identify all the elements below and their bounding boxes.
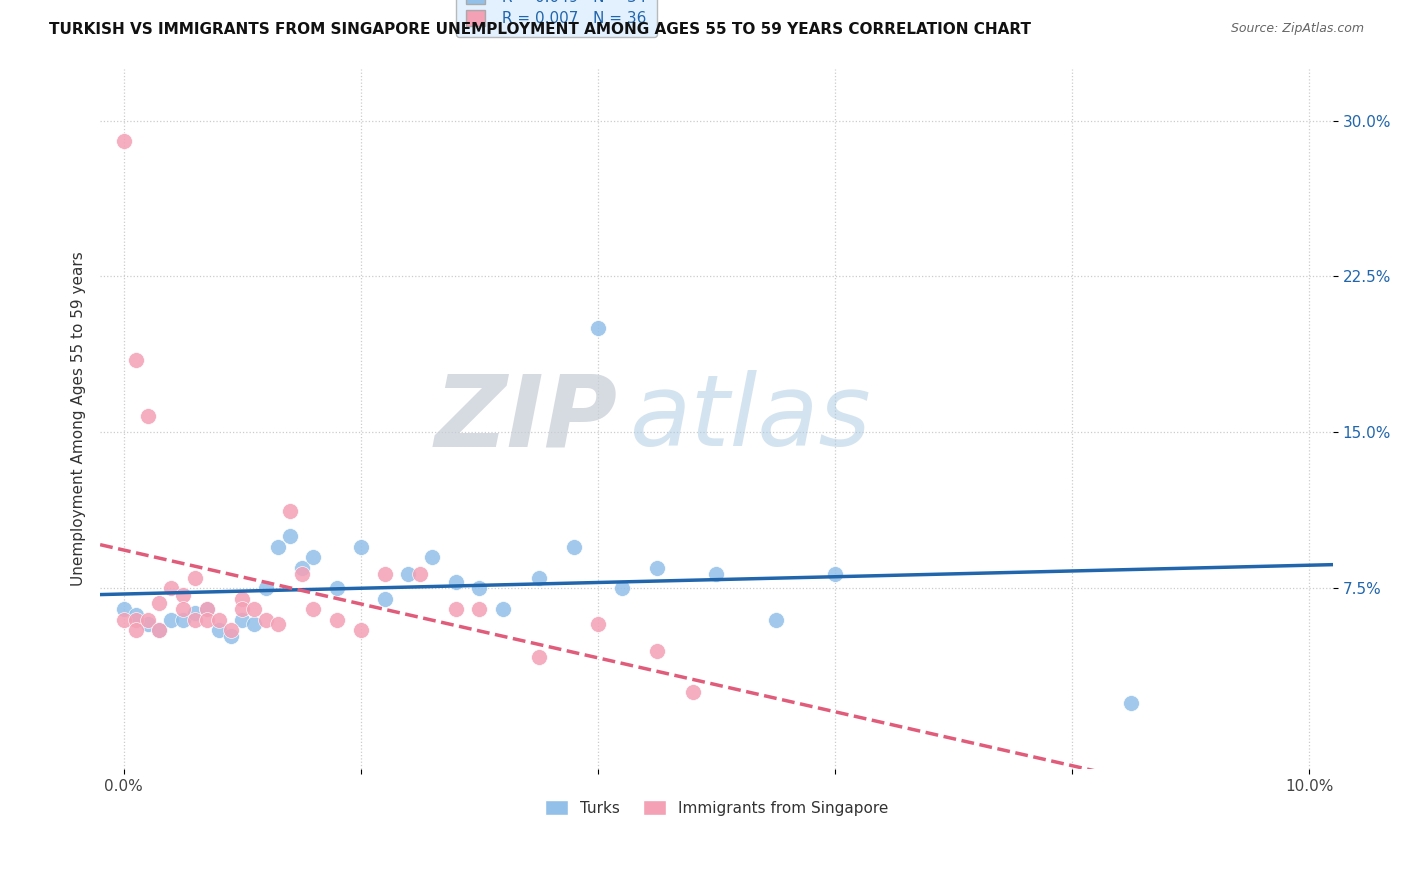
- Text: atlas: atlas: [630, 370, 872, 467]
- Point: [172, 588, 194, 602]
- Point: [125, 623, 148, 637]
- Point: [420, 550, 443, 565]
- Point: [267, 616, 290, 631]
- Point: [219, 629, 242, 643]
- Point: [243, 602, 266, 616]
- Point: [195, 613, 218, 627]
- Point: [302, 602, 325, 616]
- Point: [302, 550, 325, 565]
- Point: [125, 608, 148, 623]
- Point: [231, 613, 253, 627]
- Point: [645, 644, 668, 658]
- Point: [231, 591, 253, 606]
- Point: [254, 582, 277, 596]
- Point: [208, 613, 231, 627]
- Point: [468, 582, 491, 596]
- Text: ZIP: ZIP: [434, 370, 617, 467]
- Point: [136, 613, 159, 627]
- Point: [243, 616, 266, 631]
- Point: [148, 623, 170, 637]
- Point: [765, 613, 787, 627]
- Point: [254, 613, 277, 627]
- Point: [148, 596, 170, 610]
- Point: [396, 566, 419, 581]
- Point: [172, 613, 194, 627]
- Point: [409, 566, 432, 581]
- Point: [291, 560, 314, 574]
- Point: [219, 623, 242, 637]
- Point: [112, 602, 135, 616]
- Point: [586, 321, 609, 335]
- Point: [278, 529, 301, 543]
- Point: [125, 352, 148, 367]
- Point: [326, 582, 349, 596]
- Point: [492, 602, 515, 616]
- Point: [184, 613, 207, 627]
- Point: [278, 504, 301, 518]
- Point: [350, 540, 373, 554]
- Point: [374, 591, 396, 606]
- Y-axis label: Unemployment Among Ages 55 to 59 years: Unemployment Among Ages 55 to 59 years: [72, 252, 86, 586]
- Point: [562, 540, 585, 554]
- Point: [350, 623, 373, 637]
- Point: [267, 540, 290, 554]
- Point: [444, 575, 467, 590]
- Point: [527, 650, 550, 665]
- Legend: Turks, Immigrants from Singapore: Turks, Immigrants from Singapore: [536, 790, 897, 825]
- Point: [125, 613, 148, 627]
- Point: [160, 613, 183, 627]
- Point: [195, 602, 218, 616]
- Point: [586, 616, 609, 631]
- Point: [610, 582, 633, 596]
- Point: [172, 602, 194, 616]
- Point: [195, 602, 218, 616]
- Point: [112, 613, 135, 627]
- Point: [706, 566, 728, 581]
- Point: [208, 623, 231, 637]
- Point: [136, 616, 159, 631]
- Point: [231, 602, 253, 616]
- Point: [682, 685, 704, 699]
- Point: [444, 602, 467, 616]
- Point: [824, 566, 846, 581]
- Point: [326, 613, 349, 627]
- Point: [645, 560, 668, 574]
- Text: Source: ZipAtlas.com: Source: ZipAtlas.com: [1230, 22, 1364, 36]
- Point: [160, 582, 183, 596]
- Point: [184, 607, 207, 621]
- Point: [112, 134, 135, 148]
- Point: [1121, 696, 1143, 710]
- Point: [184, 571, 207, 585]
- Point: [136, 409, 159, 423]
- Point: [468, 602, 491, 616]
- Point: [148, 623, 170, 637]
- Point: [291, 566, 314, 581]
- Point: [527, 571, 550, 585]
- Text: TURKISH VS IMMIGRANTS FROM SINGAPORE UNEMPLOYMENT AMONG AGES 55 TO 59 YEARS CORR: TURKISH VS IMMIGRANTS FROM SINGAPORE UNE…: [49, 22, 1031, 37]
- Point: [374, 566, 396, 581]
